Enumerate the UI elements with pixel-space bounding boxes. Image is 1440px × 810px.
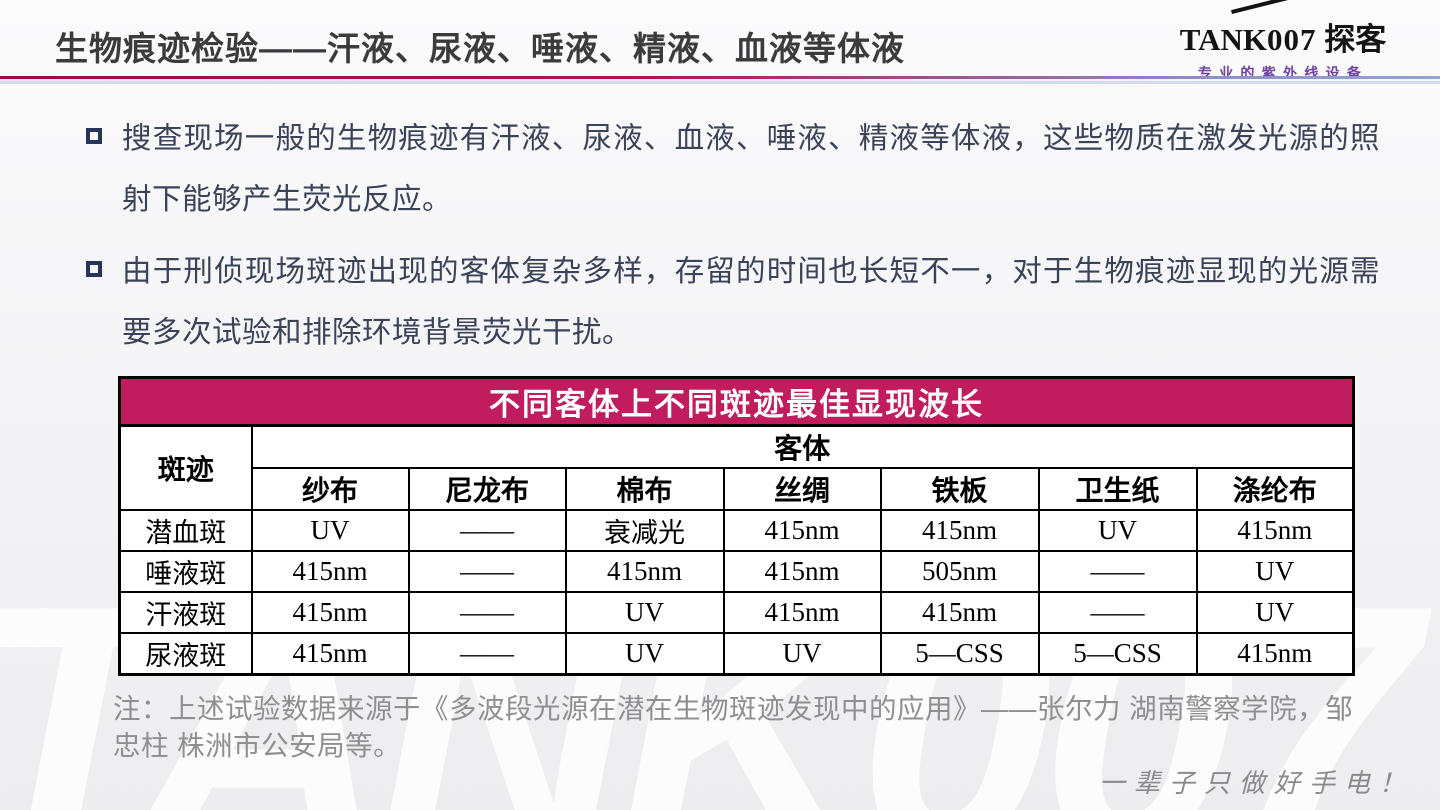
table-cell: —— <box>1037 550 1198 593</box>
source-note: 注：上述试验数据来源于《多波段光源在潜在生物斑迹发现中的应用》——张尔力 湖南警… <box>113 693 1354 761</box>
table-cell: 415nm <box>250 632 410 676</box>
table-cell: UV <box>1037 509 1198 552</box>
brand-name-main: TANK <box>1179 22 1267 57</box>
table-cell: UV <box>1195 591 1355 634</box>
table-cell: —— <box>407 591 567 634</box>
table-cell: 415nm <box>879 509 1040 552</box>
table-cell: 505nm <box>879 550 1040 593</box>
page-title: 生物痕迹检验——汗液、尿液、唾液、精液、血液等体液 <box>55 30 905 67</box>
table-cell: 衰减光 <box>564 509 725 552</box>
column-header: 铁板 <box>879 467 1040 511</box>
table-cell: —— <box>407 632 567 676</box>
table-cell: —— <box>407 509 567 552</box>
table-row: 尿液斑 415nm —— UV UV 5—CSS 5—CSS 415nm <box>118 632 1355 676</box>
table-cell: 415nm <box>1195 509 1355 552</box>
table-cell: 415nm <box>1195 632 1355 676</box>
column-header: 卫生纸 <box>1037 467 1198 511</box>
table-cell: 415nm <box>722 509 882 552</box>
square-bullet-icon <box>86 261 102 277</box>
table-cell: 415nm <box>879 591 1040 634</box>
corner-header: 斑迹 <box>118 424 253 511</box>
bullet-text: 搜查现场一般的生物痕迹有汗液、尿液、血液、唾液、精液等体液，这些物质在激发光源的… <box>122 122 1380 216</box>
group-header: 客体 <box>250 424 1355 469</box>
table-cell: UV <box>564 632 725 676</box>
table-cell: 415nm <box>250 591 410 634</box>
column-header: 纱布 <box>250 467 410 511</box>
brand-slogan: 一辈子只做好手电！ <box>1098 769 1414 799</box>
column-header: 棉布 <box>564 467 725 511</box>
table-cell: —— <box>407 550 567 593</box>
column-header: 涤纶布 <box>1195 467 1355 511</box>
bullet-item: 搜查现场一般的生物痕迹有汗液、尿液、血液、唾液、精液等体液，这些物质在激发光源的… <box>86 108 1386 230</box>
square-bullet-icon <box>86 128 102 144</box>
row-label: 唾液斑 <box>118 550 253 593</box>
table-row: 汗液斑 415nm —— UV 415nm 415nm —— UV <box>118 591 1355 634</box>
logo-k-stroke-icon <box>1231 0 1347 14</box>
table-row: 唾液斑 415nm —— 415nm 415nm 505nm —— UV <box>118 550 1355 593</box>
table-cell: UV <box>564 591 725 634</box>
brand-name-cn: 探客 <box>1324 22 1387 57</box>
column-header: 尼龙布 <box>407 467 567 511</box>
bullet-item: 由于刑侦现场斑迹出现的客体复杂多样，存留的时间也长短不一，对于生物痕迹显现的光源… <box>86 241 1386 363</box>
table-cell: UV <box>1195 550 1355 593</box>
bullet-text: 由于刑侦现场斑迹出现的客体复杂多样，存留的时间也长短不一，对于生物痕迹显现的光源… <box>122 255 1380 349</box>
column-header: 丝绸 <box>722 467 882 511</box>
table-cell: UV <box>250 509 410 552</box>
table-title-row: 不同客体上不同斑迹最佳显现波长 <box>118 376 1355 427</box>
table-title: 不同客体上不同斑迹最佳显现波长 <box>118 376 1355 427</box>
table-cell: 415nm <box>564 550 725 593</box>
wavelength-table: 不同客体上不同斑迹最佳显现波长 斑迹 客体 纱布 尼龙布 棉布 丝绸 铁板 卫生… <box>118 376 1355 676</box>
brand-logo: TANK007 探客 专业的紫外线设备 <box>1158 0 1408 83</box>
brand-name-suffix: 007 <box>1267 22 1317 57</box>
table-row: 潜血斑 UV —— 衰减光 415nm 415nm UV 415nm <box>118 509 1355 552</box>
table-cell: —— <box>1037 591 1198 634</box>
table-cell: 5—CSS <box>1037 632 1198 676</box>
table-cell: 415nm <box>250 550 410 593</box>
row-label: 潜血斑 <box>118 509 253 552</box>
table-column-header-row: 纱布 尼龙布 棉布 丝绸 铁板 卫生纸 涤纶布 <box>120 467 1355 511</box>
bullet-list: 搜查现场一般的生物痕迹有汗液、尿液、血液、唾液、精液等体液，这些物质在激发光源的… <box>86 108 1386 374</box>
table-cell: 5—CSS <box>879 632 1040 676</box>
brand-wordmark: TANK007 探客 <box>1158 0 1408 59</box>
table-group-header-row: 斑迹 客体 <box>118 424 1355 511</box>
header-divider <box>0 76 1440 81</box>
row-label: 汗液斑 <box>118 591 253 634</box>
row-label: 尿液斑 <box>118 632 253 676</box>
table-cell: 415nm <box>722 550 882 593</box>
table-cell: UV <box>722 632 882 676</box>
table-cell: 415nm <box>722 591 882 634</box>
